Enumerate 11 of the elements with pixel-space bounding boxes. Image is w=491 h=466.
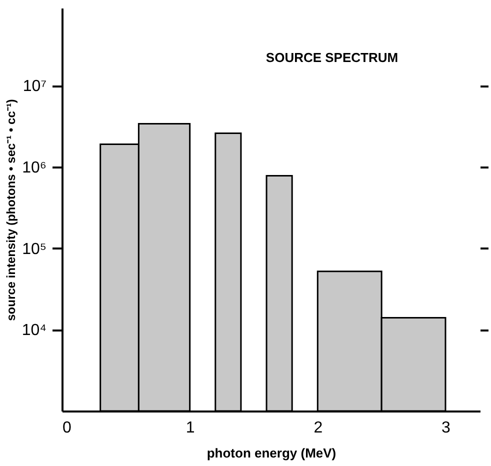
x-tick-label: 2 bbox=[314, 420, 323, 436]
x-tick-label: 3 bbox=[442, 420, 451, 436]
text: SOURCE SPECTRUM bbox=[266, 50, 398, 65]
y-tick-label: 10⁵ bbox=[22, 240, 46, 258]
x-tick-label: 1 bbox=[186, 420, 195, 436]
x-axis-title: photon energy (MeV) bbox=[206, 446, 336, 460]
x-tick-label: 0 bbox=[62, 420, 72, 436]
y-tick-label: 10⁶ bbox=[22, 159, 46, 176]
y-tick-label: 10⁷ bbox=[22, 78, 47, 96]
y-axis-title: source intensity (photons • sec⁻¹ • cc⁻¹) bbox=[4, 99, 18, 321]
y-tick-label: 10⁴ bbox=[22, 322, 47, 340]
